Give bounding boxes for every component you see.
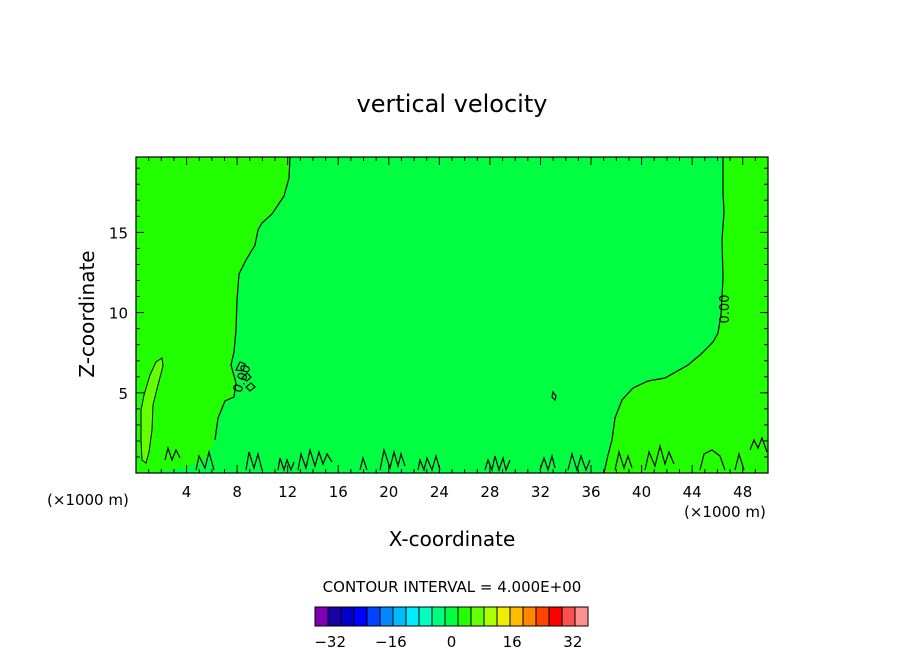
colorbar-swatch — [444, 606, 459, 627]
colorbar-swatch — [392, 606, 407, 627]
colorbar-swatch — [470, 606, 485, 627]
contour-value-label: 0.00 — [718, 295, 733, 324]
y-tick-label: 15 — [109, 224, 128, 242]
field-positive-region-left — [136, 157, 290, 473]
colorbar-tick-label: 32 — [563, 633, 582, 651]
x-tick-label: 44 — [683, 483, 702, 501]
colorbar-swatch — [366, 606, 381, 627]
colorbar-swatch — [483, 606, 498, 627]
x-tick-label: 20 — [379, 483, 398, 501]
colorbar-swatch — [431, 606, 446, 627]
x-unit-right: (×1000 m) — [684, 503, 766, 521]
colorbar-swatch — [509, 606, 524, 627]
colorbar-tick-label: −32 — [314, 633, 346, 651]
y-tick-label: 10 — [109, 305, 128, 323]
field-strong-positive-patch — [140, 357, 164, 464]
colorbar-swatch — [405, 606, 420, 627]
y-axis-label: Z-coordinate — [75, 250, 99, 377]
colorbar-swatch — [327, 606, 342, 627]
colorbar-tick-label: −16 — [375, 633, 407, 651]
x-axis-label: X-coordinate — [389, 527, 516, 551]
colorbar-tick-label: 0 — [447, 633, 457, 651]
chart-title: vertical velocity — [357, 90, 548, 118]
colorbar-tick-label: 16 — [503, 633, 522, 651]
x-tick-label: 12 — [278, 483, 297, 501]
zero-contour-lines — [164, 156, 768, 474]
x-tick-label: 8 — [232, 483, 242, 501]
x-tick-label: 48 — [733, 483, 752, 501]
colorbar-swatch — [379, 606, 394, 627]
contour-interval-text: CONTOUR INTERVAL = 4.000E+00 — [323, 578, 582, 596]
colorbar-swatch — [340, 606, 355, 627]
x-tick-label: 24 — [430, 483, 449, 501]
colorbar-swatch — [548, 606, 563, 627]
colorbar-swatch — [457, 606, 472, 627]
colorbar-swatch — [574, 606, 589, 627]
field-positive-region-right — [604, 157, 768, 473]
colorbar-swatch — [353, 606, 368, 627]
colorbar-swatch — [522, 606, 537, 627]
x-tick-label: 16 — [329, 483, 348, 501]
x-unit-left: (×1000 m) — [47, 491, 129, 509]
colorbar-swatch — [535, 606, 550, 627]
colorbar: −32 −16 0 16 32 — [314, 606, 589, 651]
plot-area: 0.00 0.00 — [135, 156, 769, 474]
x-tick-label: 32 — [531, 483, 550, 501]
colorbar-swatch — [418, 606, 433, 627]
y-axis-ticks: 5 10 15 — [109, 167, 768, 458]
x-tick-label: 28 — [480, 483, 499, 501]
colorbar-swatch — [496, 606, 511, 627]
colorbar-swatch — [561, 606, 576, 627]
y-tick-label: 5 — [118, 385, 128, 403]
x-tick-label: 36 — [581, 483, 600, 501]
x-tick-label: 4 — [182, 483, 192, 501]
colorbar-swatch — [314, 606, 329, 627]
x-tick-label: 40 — [632, 483, 651, 501]
x-axis-ticks: 4 8 12 16 20 24 28 32 36 40 44 48 — [148, 157, 756, 501]
